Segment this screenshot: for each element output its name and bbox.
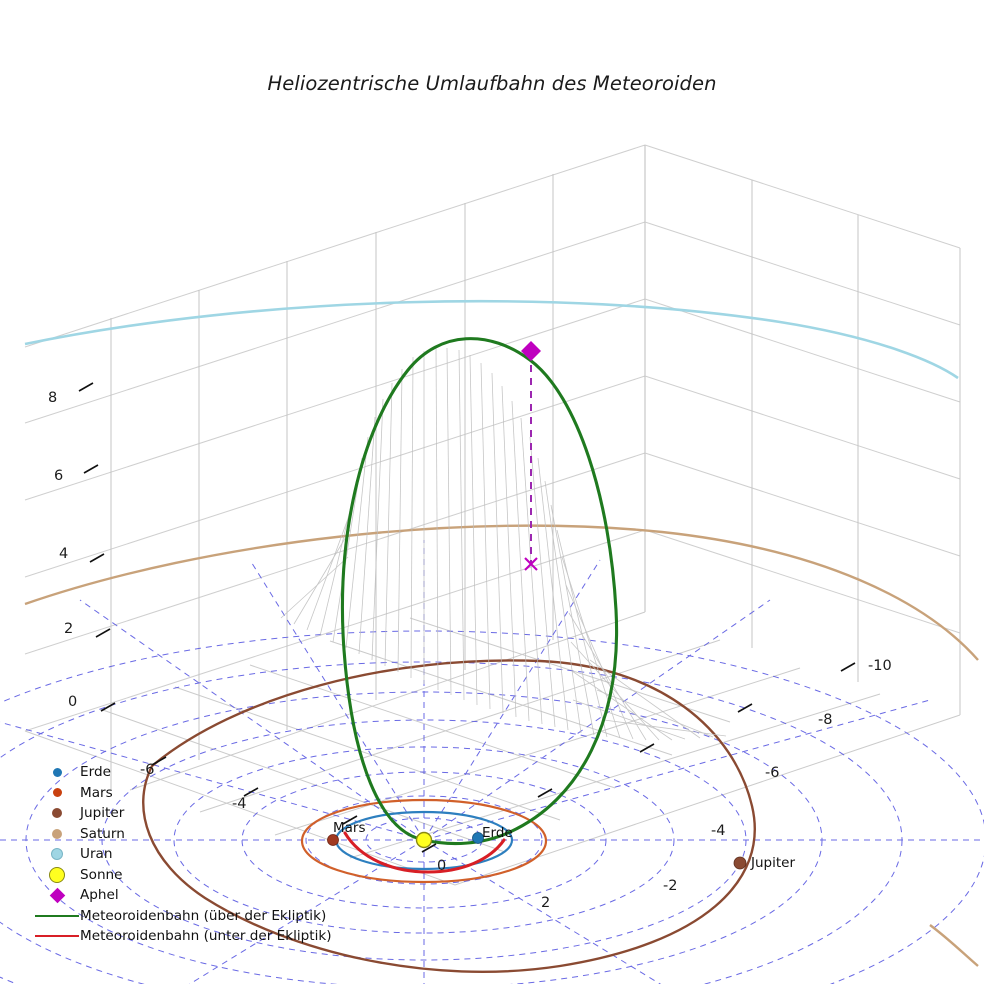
meteoroid-orbit-below	[343, 831, 506, 874]
legend-item-aphel[interactable]: Aphel	[34, 885, 334, 906]
legend-item-mars[interactable]: Mars	[34, 783, 334, 804]
mars-marker-icon	[34, 788, 80, 798]
legend-label: Jupiter	[80, 805, 125, 822]
z-tick-6: 6	[54, 468, 64, 484]
x-tick-neg6: -6	[765, 765, 780, 781]
legend-label: Erde	[80, 764, 111, 781]
label-mars: Mars	[333, 820, 366, 836]
sun-marker	[415, 831, 433, 849]
uranus-marker-icon	[34, 848, 80, 861]
legend-item-sonne[interactable]: Sonne	[34, 865, 334, 886]
label-erde: Erde	[482, 825, 513, 841]
orbit-saturn	[24, 524, 979, 661]
legend: Erde Mars Jupiter Saturn Uran Sonne	[34, 762, 334, 947]
z-tick-8: 8	[48, 390, 58, 406]
legend-label: Meteoroidenbahn (über der Ekliptik)	[80, 907, 327, 924]
legend-label: Sonne	[80, 866, 123, 883]
jupiter-marker-icon	[34, 808, 80, 819]
x-tick-2: 2	[541, 895, 551, 911]
erde-marker-icon	[34, 767, 80, 777]
aphelion-marker-icon	[34, 887, 80, 904]
jupiter-marker	[733, 856, 747, 870]
meteoroid-orbit-above	[340, 337, 619, 846]
z-tick-2: 2	[64, 621, 74, 637]
axis-ticks	[78, 382, 856, 853]
orbit-uranus	[24, 299, 959, 380]
x-tick-neg2: -2	[663, 878, 678, 894]
legend-item-uran[interactable]: Uran	[34, 844, 334, 865]
orbit-saturn-lower	[929, 924, 979, 967]
orbit-stems	[280, 347, 727, 741]
label-jupiter: Jupiter	[751, 855, 796, 871]
legend-item-saturn[interactable]: Saturn	[34, 824, 334, 845]
x-tick-neg4: -4	[711, 823, 726, 839]
saturn-marker-icon	[34, 828, 80, 839]
x-tick-neg10: -10	[868, 658, 892, 674]
z-tick-0: 0	[68, 694, 78, 710]
y-tick-0: 0	[437, 858, 447, 874]
legend-label: Aphel	[80, 887, 119, 904]
legend-label: Meteoroidenbahn (unter der Ekliptik)	[80, 928, 332, 945]
earth-marker	[472, 832, 484, 844]
y-tick-neg6: -6	[140, 762, 155, 778]
y-tick-neg4: -4	[232, 796, 247, 812]
pane-gridlines	[24, 144, 961, 790]
z-tick-4: 4	[59, 546, 69, 562]
legend-label: Saturn	[80, 825, 125, 842]
legend-item-orbit-above[interactable]: Meteoroidenbahn (über der Ekliptik)	[34, 906, 334, 927]
green-line-icon	[34, 914, 80, 917]
legend-item-erde[interactable]: Erde	[34, 762, 334, 783]
page-title: Heliozentrische Umlaufbahn des Meteoroid…	[267, 72, 717, 95]
legend-item-orbit-below[interactable]: Meteoroidenbahn (unter der Ekliptik)	[34, 926, 334, 947]
red-line-icon	[34, 935, 80, 938]
legend-label: Mars	[80, 784, 113, 801]
legend-item-jupiter[interactable]: Jupiter	[34, 803, 334, 824]
orbit-jupiter	[142, 659, 756, 973]
aphelion-marker	[521, 341, 541, 361]
legend-label: Uran	[80, 846, 113, 863]
sun-marker-icon	[34, 866, 80, 883]
mars-marker	[327, 834, 339, 846]
x-tick-neg8: -8	[818, 712, 833, 728]
orbit-earth	[334, 810, 514, 871]
aphelion-projection-x	[524, 557, 538, 571]
